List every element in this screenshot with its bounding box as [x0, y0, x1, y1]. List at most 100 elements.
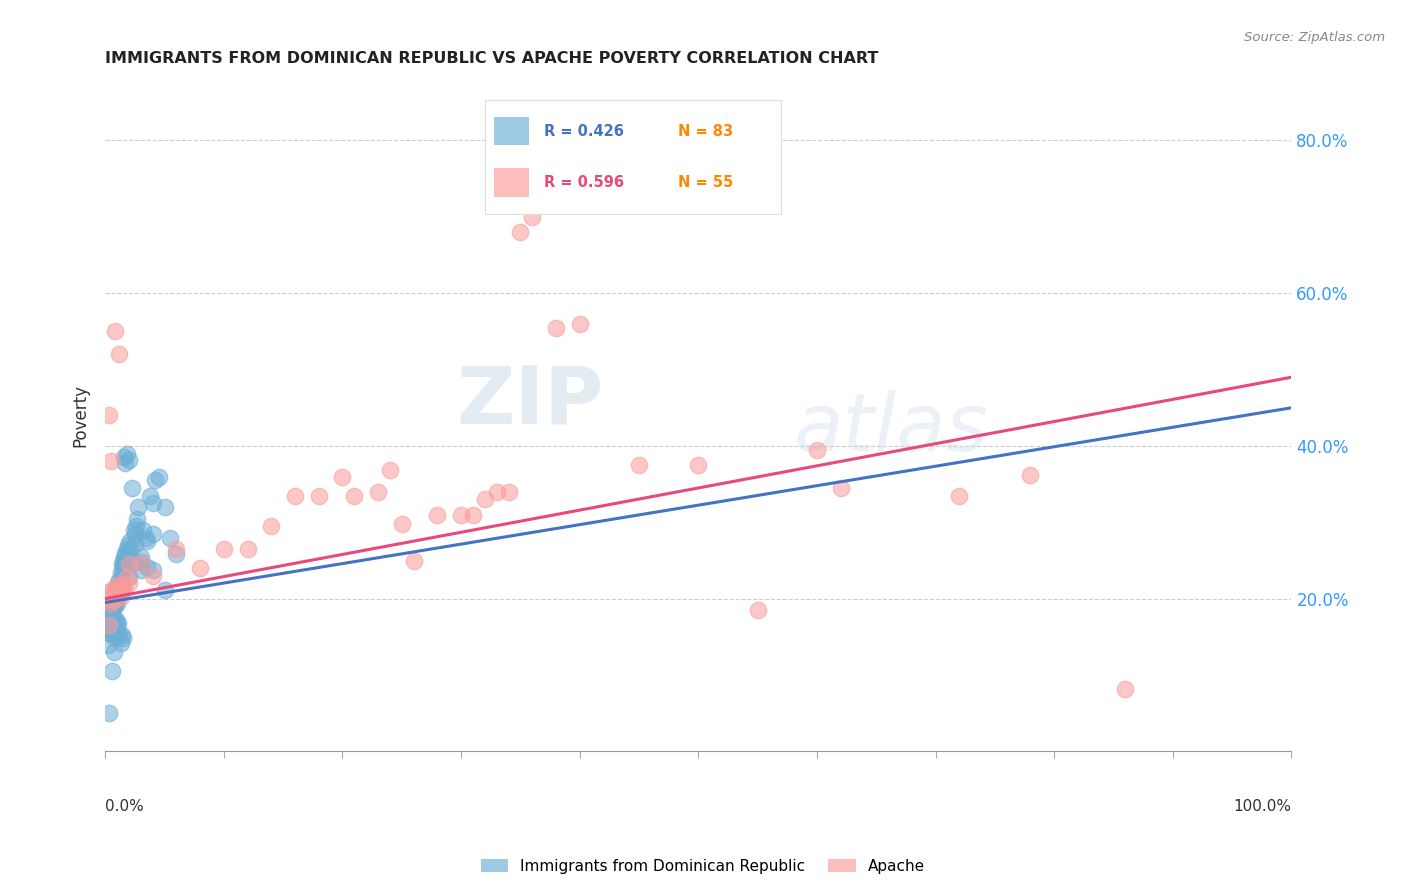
- Point: [153, 582, 176, 597]
- Point: [118, 558, 141, 572]
- Point: [105, 595, 128, 609]
- Point: [112, 558, 135, 572]
- Point: [485, 484, 508, 499]
- Point: [104, 580, 127, 594]
- Text: Source: ZipAtlas.com: Source: ZipAtlas.com: [1244, 31, 1385, 45]
- Point: [135, 559, 157, 574]
- Point: [104, 584, 127, 599]
- Point: [107, 576, 129, 591]
- Point: [115, 570, 138, 584]
- Point: [97, 409, 120, 423]
- Point: [105, 621, 128, 635]
- Point: [111, 558, 134, 572]
- Point: [142, 526, 165, 541]
- Point: [103, 595, 125, 609]
- Point: [100, 624, 122, 638]
- Point: [114, 546, 136, 560]
- Point: [142, 569, 165, 583]
- Point: [212, 542, 235, 557]
- Point: [129, 555, 152, 569]
- Point: [121, 481, 143, 495]
- Point: [111, 565, 134, 579]
- Point: [122, 523, 145, 537]
- Point: [124, 555, 146, 569]
- Point: [125, 519, 148, 533]
- Point: [129, 556, 152, 570]
- Point: [104, 613, 127, 627]
- Point: [402, 553, 425, 567]
- Point: [111, 628, 134, 642]
- Point: [104, 591, 127, 606]
- Point: [104, 584, 127, 599]
- Point: [108, 573, 131, 587]
- Point: [100, 603, 122, 617]
- Point: [111, 582, 134, 597]
- Point: [332, 469, 354, 483]
- Point: [143, 473, 166, 487]
- Point: [110, 565, 132, 579]
- Point: [461, 508, 484, 522]
- Point: [100, 595, 122, 609]
- Point: [108, 628, 131, 642]
- Point: [426, 508, 449, 522]
- Point: [107, 580, 129, 594]
- Point: [124, 526, 146, 541]
- Legend: Immigrants from Dominican Republic, Apache: Immigrants from Dominican Republic, Apac…: [475, 853, 931, 880]
- Point: [343, 489, 366, 503]
- Point: [104, 599, 127, 614]
- Point: [127, 511, 149, 525]
- Text: 100.0%: 100.0%: [1233, 798, 1292, 814]
- Point: [806, 442, 828, 457]
- Point: [544, 320, 567, 334]
- Point: [127, 500, 149, 514]
- Point: [159, 531, 181, 545]
- Point: [142, 496, 165, 510]
- Y-axis label: Poverty: Poverty: [72, 384, 89, 447]
- Point: [391, 516, 413, 531]
- Text: IMMIGRANTS FROM DOMINICAN REPUBLIC VS APACHE POVERTY CORRELATION CHART: IMMIGRANTS FROM DOMINICAN REPUBLIC VS AP…: [105, 51, 879, 66]
- Point: [115, 549, 138, 564]
- Point: [165, 542, 187, 557]
- Point: [509, 225, 531, 239]
- Point: [111, 578, 134, 592]
- Point: [129, 549, 152, 564]
- Point: [118, 570, 141, 584]
- Point: [830, 481, 852, 495]
- Point: [97, 591, 120, 606]
- Point: [111, 632, 134, 646]
- Point: [98, 622, 121, 636]
- Point: [103, 621, 125, 635]
- Point: [110, 636, 132, 650]
- Point: [129, 563, 152, 577]
- Point: [97, 706, 120, 721]
- Point: [474, 492, 496, 507]
- Point: [117, 538, 139, 552]
- Point: [118, 452, 141, 467]
- Point: [688, 458, 710, 472]
- Point: [142, 563, 165, 577]
- Point: [105, 584, 128, 599]
- Point: [627, 458, 650, 472]
- Point: [97, 618, 120, 632]
- Point: [522, 210, 544, 224]
- Point: [153, 500, 176, 514]
- Point: [107, 616, 129, 631]
- Point: [112, 549, 135, 564]
- Point: [105, 618, 128, 632]
- Point: [948, 489, 970, 503]
- Point: [236, 542, 259, 557]
- Point: [120, 542, 142, 557]
- Point: [114, 456, 136, 470]
- Point: [101, 603, 124, 617]
- Point: [101, 615, 124, 629]
- Point: [97, 638, 120, 652]
- Point: [104, 632, 127, 646]
- Point: [108, 582, 131, 597]
- Point: [112, 582, 135, 597]
- Point: [98, 626, 121, 640]
- Point: [118, 546, 141, 560]
- Point: [104, 325, 127, 339]
- Point: [498, 484, 520, 499]
- Point: [139, 489, 162, 503]
- Point: [104, 595, 127, 609]
